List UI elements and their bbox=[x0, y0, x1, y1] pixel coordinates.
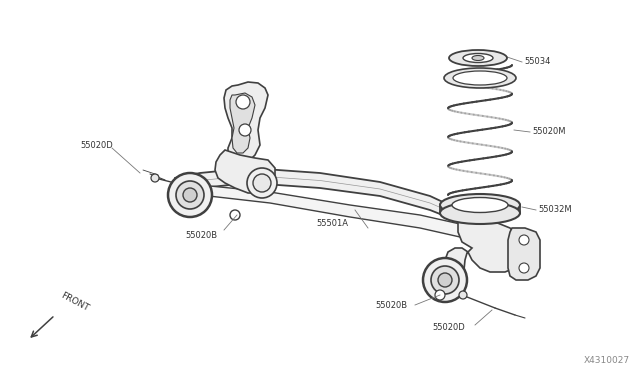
Circle shape bbox=[423, 258, 467, 302]
Circle shape bbox=[176, 181, 204, 209]
Circle shape bbox=[168, 173, 212, 217]
Ellipse shape bbox=[440, 194, 520, 216]
Text: FRONT: FRONT bbox=[59, 291, 90, 313]
Circle shape bbox=[230, 210, 240, 220]
Circle shape bbox=[239, 124, 251, 136]
Circle shape bbox=[438, 273, 452, 287]
Polygon shape bbox=[175, 168, 470, 230]
Circle shape bbox=[435, 290, 445, 300]
Ellipse shape bbox=[440, 202, 520, 224]
Ellipse shape bbox=[453, 71, 507, 85]
Circle shape bbox=[183, 188, 197, 202]
Circle shape bbox=[519, 235, 529, 245]
Text: 55020D: 55020D bbox=[80, 141, 113, 150]
Text: 55034: 55034 bbox=[524, 58, 550, 67]
Circle shape bbox=[431, 266, 459, 294]
Ellipse shape bbox=[452, 198, 508, 212]
Polygon shape bbox=[508, 228, 540, 280]
Text: 55020M: 55020M bbox=[532, 128, 566, 137]
Circle shape bbox=[151, 174, 159, 182]
Circle shape bbox=[247, 168, 277, 198]
Circle shape bbox=[253, 174, 271, 192]
Text: X4310027: X4310027 bbox=[584, 356, 630, 365]
Text: 55020B: 55020B bbox=[375, 301, 407, 310]
Ellipse shape bbox=[463, 54, 493, 62]
Circle shape bbox=[236, 95, 250, 109]
Polygon shape bbox=[445, 218, 525, 275]
Ellipse shape bbox=[444, 68, 516, 88]
Ellipse shape bbox=[472, 55, 484, 61]
Polygon shape bbox=[200, 185, 470, 240]
Text: 55501A: 55501A bbox=[316, 219, 348, 228]
Polygon shape bbox=[215, 150, 275, 193]
Text: 55020D: 55020D bbox=[432, 324, 465, 333]
Circle shape bbox=[459, 291, 467, 299]
Text: 55032M: 55032M bbox=[538, 205, 572, 215]
Polygon shape bbox=[230, 93, 255, 153]
Ellipse shape bbox=[452, 205, 508, 221]
Text: 55020B: 55020B bbox=[185, 231, 217, 240]
Polygon shape bbox=[224, 82, 268, 165]
Circle shape bbox=[519, 263, 529, 273]
Ellipse shape bbox=[449, 50, 507, 66]
